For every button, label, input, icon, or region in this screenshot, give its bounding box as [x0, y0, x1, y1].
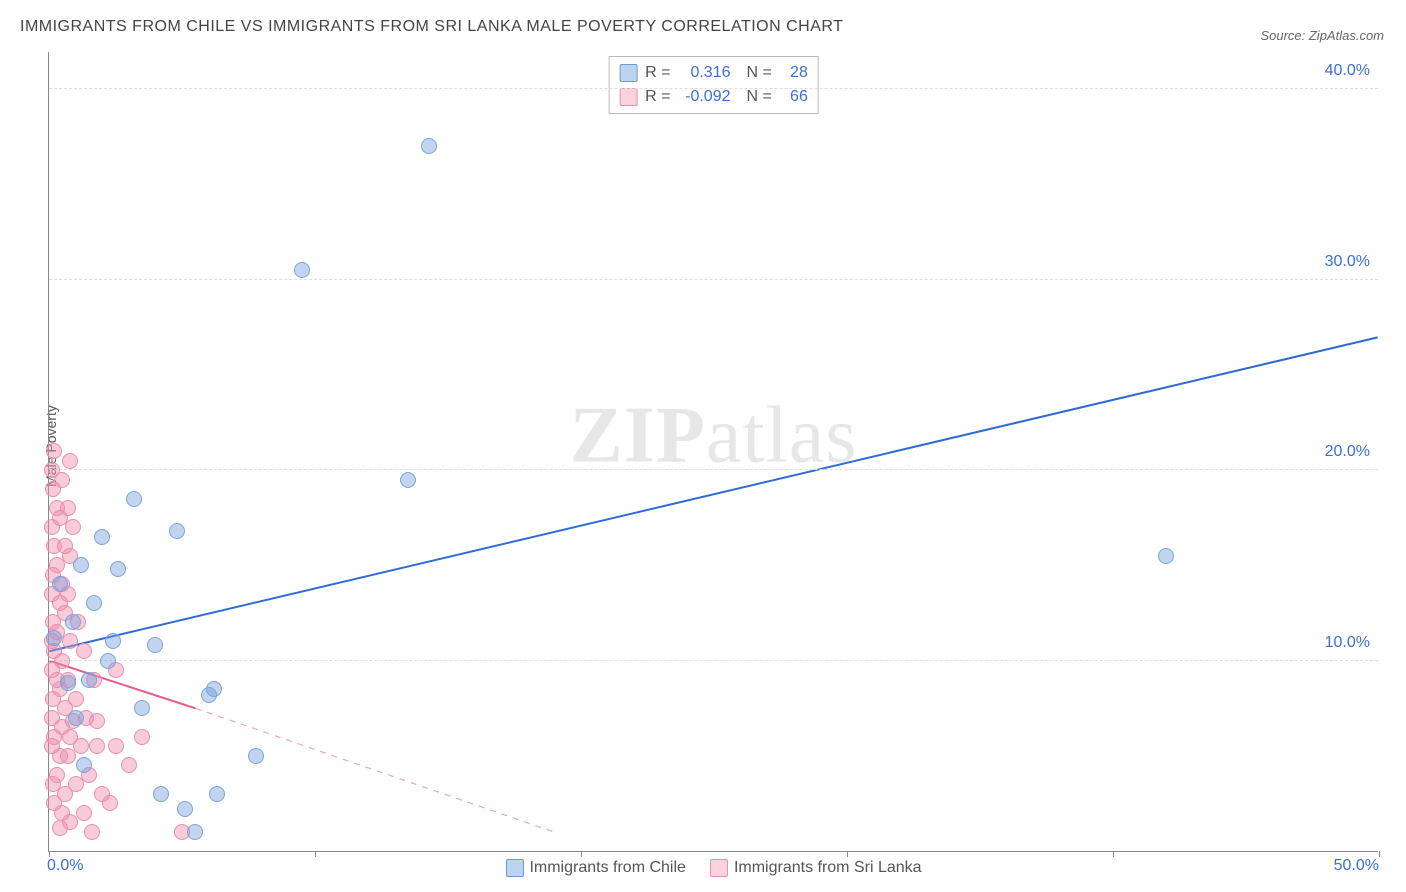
- legend-swatch: [505, 859, 523, 877]
- data-point: [89, 713, 105, 729]
- legend-swatch: [619, 64, 637, 82]
- data-point: [134, 729, 150, 745]
- data-point: [46, 443, 62, 459]
- data-point: [81, 672, 97, 688]
- data-point: [49, 767, 65, 783]
- data-point: [294, 262, 310, 278]
- x-tick-mark: [315, 851, 316, 857]
- data-point: [76, 643, 92, 659]
- data-point: [105, 633, 121, 649]
- trend-line: [49, 337, 1377, 651]
- y-tick-label: 30.0%: [1325, 253, 1370, 271]
- data-point: [126, 491, 142, 507]
- x-tick-mark: [581, 851, 582, 857]
- stat-r-value: 0.316: [679, 61, 731, 85]
- stat-r-label: R =: [645, 61, 670, 85]
- data-point: [62, 453, 78, 469]
- data-point: [121, 757, 137, 773]
- data-point: [147, 637, 163, 653]
- data-point: [100, 653, 116, 669]
- x-tick-label: 50.0%: [1334, 857, 1379, 875]
- legend-item: Immigrants from Chile: [505, 859, 685, 877]
- data-point: [65, 519, 81, 535]
- trend-lines-svg: [49, 52, 1378, 851]
- data-point: [153, 786, 169, 802]
- data-point: [68, 691, 84, 707]
- data-point: [65, 614, 81, 630]
- stats-row: R = 0.316 N = 28: [619, 61, 808, 85]
- data-point: [52, 576, 68, 592]
- x-tick-mark: [1113, 851, 1114, 857]
- data-point: [60, 500, 76, 516]
- legend-item: Immigrants from Sri Lanka: [710, 859, 922, 877]
- x-tick-mark: [1379, 851, 1380, 857]
- y-tick-label: 40.0%: [1325, 62, 1370, 80]
- data-point: [73, 557, 89, 573]
- data-point: [54, 653, 70, 669]
- data-point: [400, 472, 416, 488]
- data-point: [248, 748, 264, 764]
- data-point: [1158, 548, 1174, 564]
- trend-line: [195, 708, 554, 832]
- data-point: [76, 805, 92, 821]
- data-point: [76, 757, 92, 773]
- watermark: ZIPatlas: [570, 390, 858, 481]
- data-point: [421, 138, 437, 154]
- data-point: [177, 801, 193, 817]
- data-point: [86, 595, 102, 611]
- data-point: [68, 710, 84, 726]
- source-attribution: Source: ZipAtlas.com: [1260, 28, 1384, 43]
- gridline-h: [49, 660, 1378, 661]
- gridline-h: [49, 88, 1378, 89]
- data-point: [46, 630, 62, 646]
- data-point: [169, 523, 185, 539]
- bottom-legend: Immigrants from Chile Immigrants from Sri…: [505, 859, 921, 877]
- data-point: [60, 675, 76, 691]
- data-point: [108, 738, 124, 754]
- legend-swatch: [619, 88, 637, 106]
- data-point: [102, 795, 118, 811]
- y-tick-label: 20.0%: [1325, 443, 1370, 461]
- data-point: [54, 472, 70, 488]
- legend-label: Immigrants from Sri Lanka: [734, 859, 922, 877]
- stats-legend-box: R =0.316N =28R =-0.092N =66: [608, 56, 819, 114]
- gridline-h: [49, 279, 1378, 280]
- gridline-h: [49, 469, 1378, 470]
- data-point: [209, 786, 225, 802]
- legend-swatch: [710, 859, 728, 877]
- x-tick-mark: [847, 851, 848, 857]
- data-point: [94, 529, 110, 545]
- data-point: [73, 738, 89, 754]
- data-point: [187, 824, 203, 840]
- legend-label: Immigrants from Chile: [529, 859, 685, 877]
- data-point: [206, 681, 222, 697]
- y-tick-label: 10.0%: [1325, 634, 1370, 652]
- plot-area: ZIPatlas R =0.316N =28R =-0.092N =66 Imm…: [48, 52, 1378, 852]
- data-point: [110, 561, 126, 577]
- stat-n-value: 28: [780, 61, 808, 85]
- data-point: [84, 824, 100, 840]
- data-point: [89, 738, 105, 754]
- data-point: [134, 700, 150, 716]
- x-tick-label: 0.0%: [47, 857, 83, 875]
- stat-n-label: N =: [747, 61, 772, 85]
- chart-title: IMMIGRANTS FROM CHILE VS IMMIGRANTS FROM…: [20, 18, 843, 36]
